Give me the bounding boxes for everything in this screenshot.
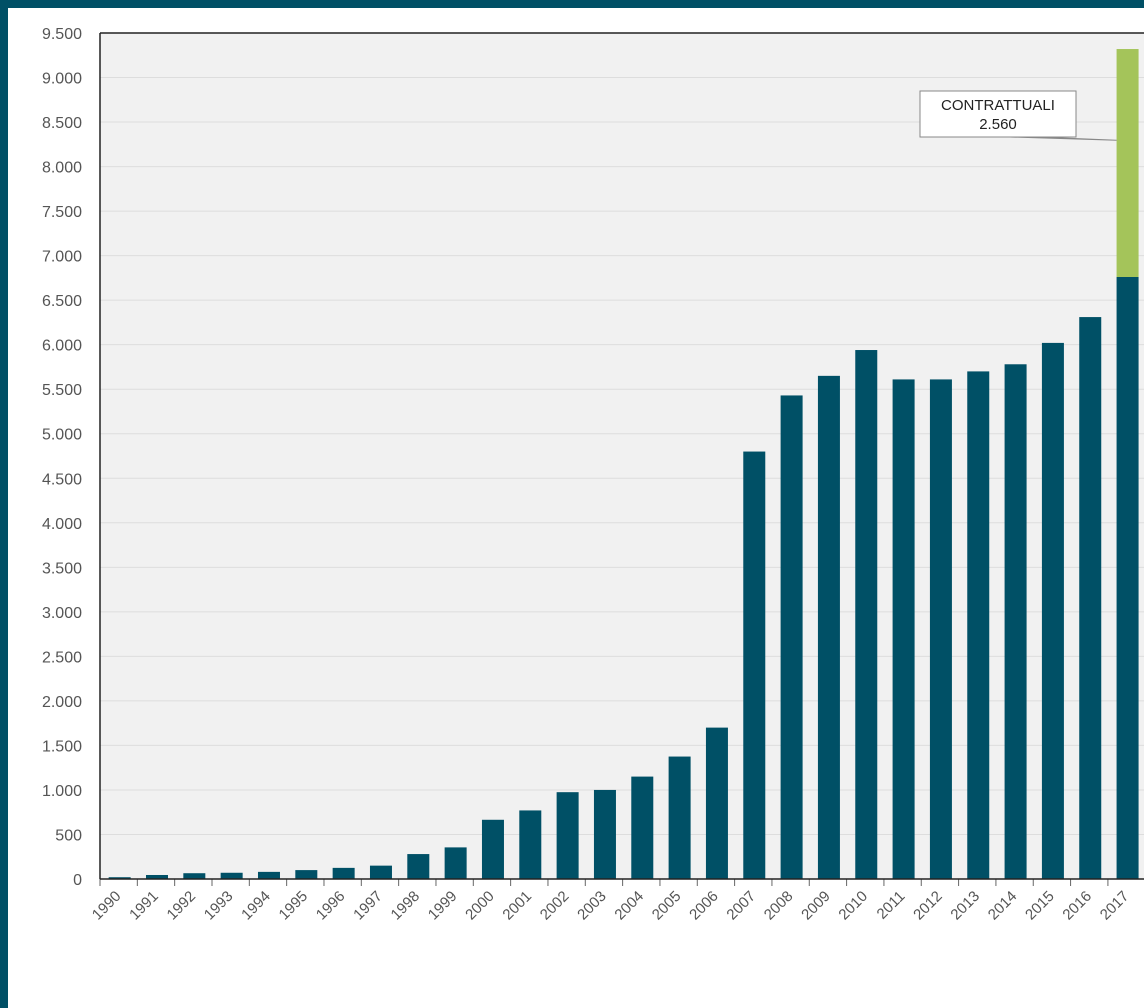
- x-axis-ticks: 1990 1991 1992 1993 1994 1995 1996 1997 1998 1999…: [89, 888, 1133, 924]
- bars: [108, 49, 1139, 880]
- x-tick-label: 1990: [89, 888, 125, 924]
- x-tick-label: 2000: [462, 888, 498, 924]
- bar: [855, 350, 878, 880]
- bar: [108, 877, 131, 879]
- y-tick-label: 500: [55, 827, 82, 844]
- x-tick-label: 2007: [723, 888, 759, 924]
- bar: [892, 379, 915, 879]
- y-tick-label: 4.500: [42, 471, 82, 488]
- y-tick-label: 8.500: [42, 115, 82, 132]
- bar: [780, 395, 803, 879]
- x-tick-label: 2014: [985, 888, 1021, 924]
- bar: [407, 854, 430, 879]
- bar: [967, 371, 990, 879]
- axes: [99, 32, 1144, 886]
- y-tick-label: 3.500: [42, 560, 82, 577]
- x-tick-label: 1997: [350, 888, 386, 924]
- y-tick-label: 8.000: [42, 160, 82, 177]
- callout-label: CONTRATTUALI: [941, 97, 1055, 114]
- x-tick-label: 2010: [835, 888, 871, 924]
- x-tick-label: 1999: [425, 888, 461, 924]
- x-tick-label: 2011: [874, 888, 909, 923]
- y-tick-label: 6.000: [42, 338, 82, 355]
- bar: [369, 865, 392, 879]
- chart-frame: 0 500 1.000 1.500 2.000 2.500 3.000 3.500 4.000 4…: [8, 8, 1144, 1008]
- x-tick-label: 1991: [126, 888, 162, 924]
- callout-value: 2.560: [979, 116, 1017, 133]
- bar: [145, 874, 168, 879]
- x-tick-label: 2002: [537, 888, 573, 924]
- x-tick-label: 1994: [238, 888, 274, 924]
- x-tick-label: 2005: [649, 888, 685, 924]
- bar: [631, 776, 654, 879]
- x-tick-label: 2008: [761, 888, 797, 924]
- bar: [295, 870, 318, 879]
- y-tick-label: 6.500: [42, 293, 82, 310]
- bar: [444, 847, 467, 879]
- bar: [929, 379, 952, 879]
- bar: [593, 789, 616, 879]
- y-tick-label: 7.500: [42, 204, 82, 221]
- x-tick-label: 1993: [201, 888, 237, 924]
- x-tick-label: 1992: [164, 888, 200, 924]
- y-tick-label: 9.500: [42, 26, 82, 43]
- bar: [257, 871, 280, 879]
- bar: [1116, 277, 1139, 879]
- bar: [1041, 342, 1064, 879]
- y-tick-label: 7.000: [42, 249, 82, 266]
- x-tick-label: 1996: [313, 888, 349, 924]
- y-tick-label: 5.500: [42, 382, 82, 399]
- y-tick-label: 4.000: [42, 516, 82, 533]
- y-tick-label: 1.000: [42, 783, 82, 800]
- bar: [183, 873, 206, 879]
- y-tick-label: 5.000: [42, 427, 82, 444]
- bar-chart: 0 500 1.000 1.500 2.000 2.500 3.000 3.500 4.000 4…: [42, 26, 1144, 924]
- bar: [481, 819, 504, 879]
- x-tick-label: 2006: [686, 888, 722, 924]
- y-tick-label: 0: [73, 872, 82, 889]
- bar: [556, 792, 579, 879]
- bar: [332, 867, 355, 879]
- x-tick-label: 2001: [500, 888, 536, 924]
- bar: [705, 727, 728, 879]
- x-tick-label: 2009: [798, 888, 834, 924]
- x-tick-label: 2013: [947, 888, 983, 924]
- y-tick-label: 2.500: [42, 649, 82, 666]
- bar: [519, 810, 542, 879]
- x-tick-label: 2012: [910, 888, 946, 924]
- bar: [817, 375, 840, 879]
- x-tick-label: 2015: [1022, 888, 1058, 924]
- y-tick-label: 2.000: [42, 694, 82, 711]
- bar: [1079, 317, 1102, 879]
- x-tick-label: 1995: [276, 888, 312, 924]
- y-axis-ticks: 0 500 1.000 1.500 2.000 2.500 3.000 3.500 4.000 4…: [42, 26, 82, 889]
- callout-box: [919, 90, 1077, 138]
- y-tick-label: 3.000: [42, 605, 82, 622]
- y-tick-label: 9.000: [42, 71, 82, 88]
- x-tick-label: 2003: [574, 888, 610, 924]
- y-tick-label: 1.500: [42, 738, 82, 755]
- callout-leader: [1009, 136, 1117, 141]
- bar-stack: [1116, 49, 1139, 278]
- annotation-callout: CONTRATTUALI 2.560: [919, 90, 1117, 141]
- x-tick-label: 2017: [1097, 888, 1133, 924]
- x-tick-label: 1998: [388, 888, 424, 924]
- bar: [743, 451, 766, 879]
- x-tick-label: 2016: [1059, 888, 1095, 924]
- bar: [220, 872, 243, 879]
- bar: [1004, 364, 1027, 880]
- bar: [668, 756, 691, 879]
- x-tick-label: 2004: [611, 888, 647, 924]
